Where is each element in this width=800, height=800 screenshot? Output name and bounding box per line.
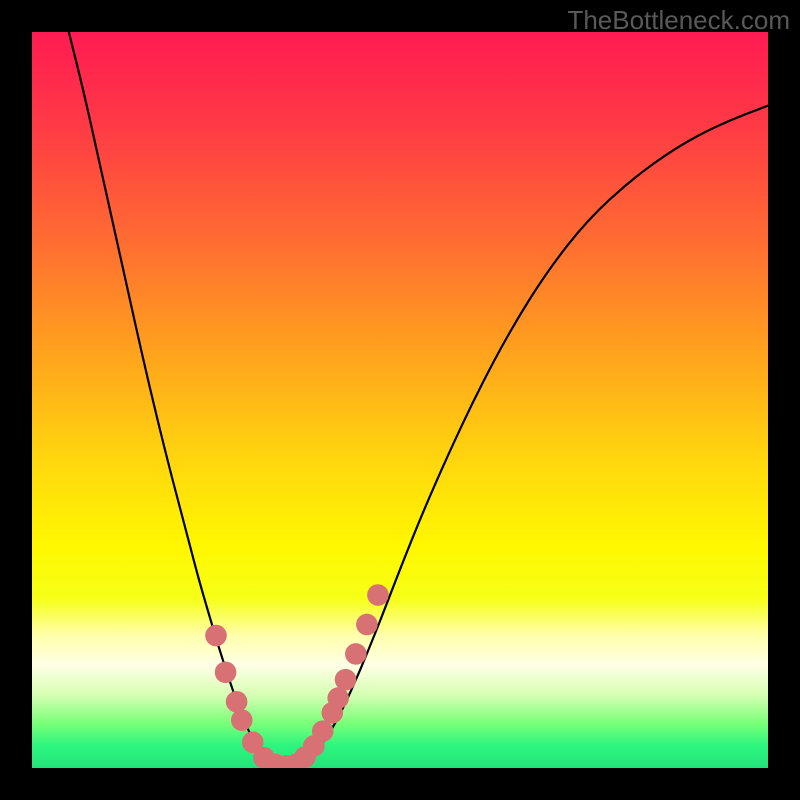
curve-dot	[215, 662, 237, 684]
plot-area	[32, 32, 768, 768]
curve-dot	[367, 584, 389, 606]
curve-dot	[335, 669, 357, 691]
gradient-background	[32, 32, 768, 768]
chart-svg	[32, 32, 768, 768]
watermark-text: TheBottleneck.com	[567, 5, 790, 36]
curve-dot	[226, 691, 248, 713]
baseline-band	[32, 766, 768, 768]
curve-dot	[231, 709, 253, 731]
curve-dot	[356, 614, 378, 636]
curve-dot	[312, 720, 334, 742]
curve-dot	[327, 687, 349, 709]
curve-dot	[345, 643, 367, 665]
curve-dot	[205, 625, 227, 647]
